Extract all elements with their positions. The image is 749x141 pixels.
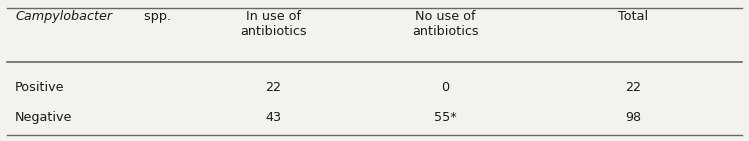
Text: 43: 43 <box>265 111 282 124</box>
Text: Campylobacter: Campylobacter <box>15 10 112 23</box>
Text: 22: 22 <box>265 81 282 94</box>
Text: spp.: spp. <box>140 10 172 23</box>
Text: 0: 0 <box>442 81 449 94</box>
Text: 55*: 55* <box>434 111 457 124</box>
Text: 98: 98 <box>625 111 641 124</box>
Text: Negative: Negative <box>15 111 73 124</box>
Text: In use of
antibiotics: In use of antibiotics <box>240 10 306 38</box>
Text: No use of
antibiotics: No use of antibiotics <box>413 10 479 38</box>
Text: Positive: Positive <box>15 81 64 94</box>
Text: Total: Total <box>618 10 648 23</box>
Text: 22: 22 <box>625 81 641 94</box>
